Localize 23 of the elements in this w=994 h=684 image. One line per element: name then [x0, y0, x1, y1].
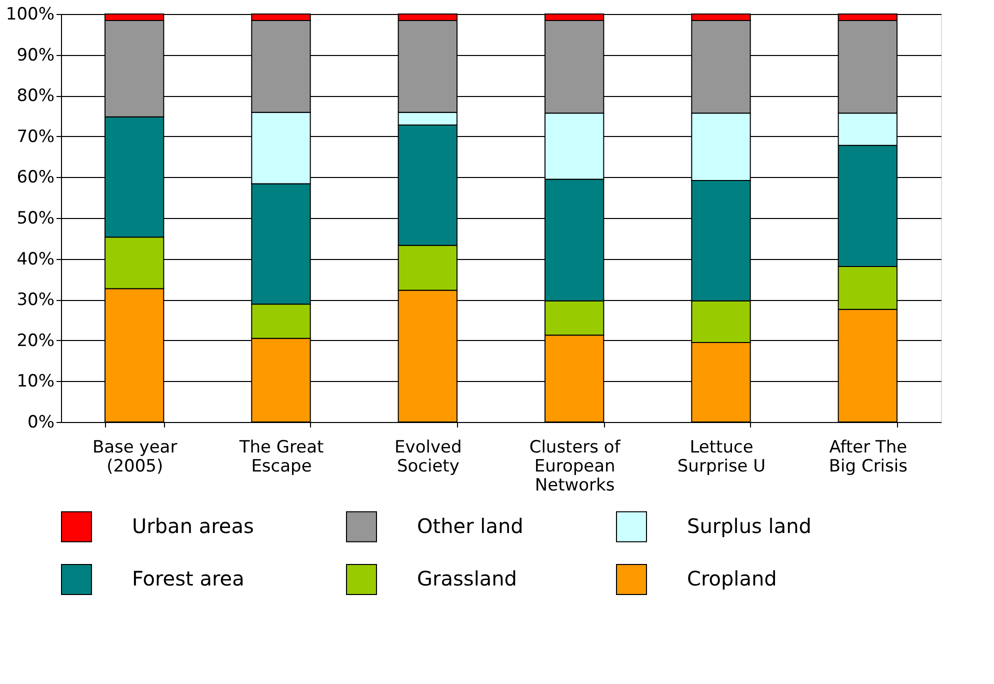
x-tick-label: Base year (2005)	[92, 438, 178, 476]
y-tick-label: 10%	[16, 372, 54, 392]
y-tick-label: 50%	[16, 208, 54, 228]
legend-label: Other land	[417, 514, 524, 538]
x-tick-label: Evolved Society	[394, 438, 462, 476]
y-tick-label: 80%	[16, 86, 54, 106]
y-tick-label: 60%	[16, 168, 54, 188]
x-tick-label: Lettuce Surprise U	[677, 438, 766, 476]
y-tick-label: 40%	[16, 249, 54, 270]
y-tick-label: 100%	[6, 4, 54, 24]
legend-label: Grassland	[417, 566, 517, 590]
legend-label: Cropland	[687, 566, 777, 590]
y-tick-label: 20%	[16, 330, 54, 351]
y-tick-label: 0%	[28, 412, 54, 432]
y-tick-label: 70%	[16, 126, 54, 147]
x-tick-label: After The Big Crisis	[828, 438, 908, 476]
legend-label: Forest area	[132, 566, 244, 590]
y-tick-label: 90%	[16, 45, 54, 66]
legend-label: Urban areas	[132, 514, 254, 538]
y-tick-label: 30%	[16, 290, 54, 310]
x-tick-label: Clusters of European Networks	[529, 438, 622, 496]
x-tick-label: The Great Escape	[238, 438, 324, 476]
legend-label: Surplus land	[687, 514, 812, 538]
